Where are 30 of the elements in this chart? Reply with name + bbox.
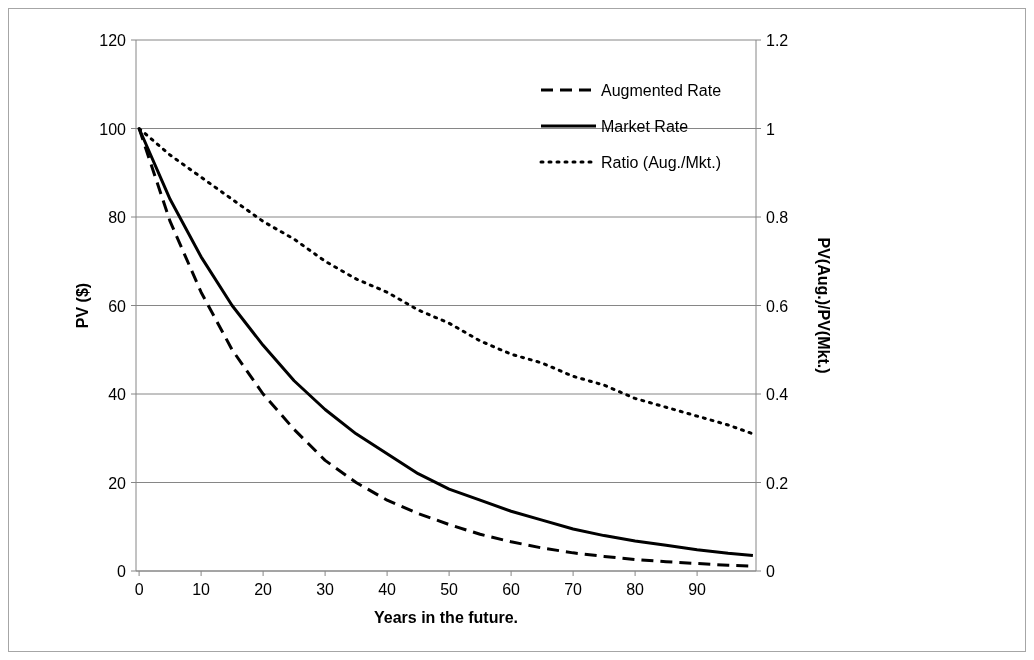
y-tick-label: 100: [99, 120, 127, 138]
y2-tick-label: 1.2: [766, 32, 789, 49]
y2-tick-label: 0: [766, 563, 775, 580]
x-tick-label: 20: [254, 581, 273, 598]
y-tick-label: 60: [108, 297, 127, 315]
x-axis-title: Years in the future.: [373, 609, 519, 626]
y-tick-label: 40: [108, 386, 127, 403]
x-tick-label: 80: [626, 581, 645, 598]
y2-tick-label: 1: [766, 120, 775, 138]
x-tick-label: 70: [564, 581, 583, 598]
x-tick-label: 90: [688, 581, 707, 598]
y2-tick-label: 0.2: [766, 474, 789, 492]
x-tick-label: 50: [440, 581, 459, 598]
y2-tick-label: 0.6: [766, 297, 789, 315]
x-tick-label: 60: [502, 581, 521, 598]
x-tick-label: 10: [192, 581, 211, 598]
y2-tick-label: 0.4: [766, 386, 789, 403]
y2-tick-label: 0.8: [766, 209, 789, 226]
y-axis-title: PV ($): [74, 282, 91, 329]
legend-label: Market Rate: [601, 118, 689, 135]
y-tick-label: 80: [108, 209, 127, 226]
y-tick-label: 0: [117, 563, 127, 580]
x-tick-label: 0: [134, 581, 144, 598]
legend-label: Augmented Rate: [601, 82, 722, 99]
legend-label: Ratio (Aug./Mkt.): [601, 154, 722, 171]
y-tick-label: 20: [108, 474, 127, 492]
x-tick-label: 30: [316, 581, 335, 598]
y-tick-label: 120: [99, 32, 127, 49]
y2-axis-title: PV(Aug.)/PV(Mkt.): [815, 237, 832, 374]
x-tick-label: 40: [378, 581, 397, 598]
